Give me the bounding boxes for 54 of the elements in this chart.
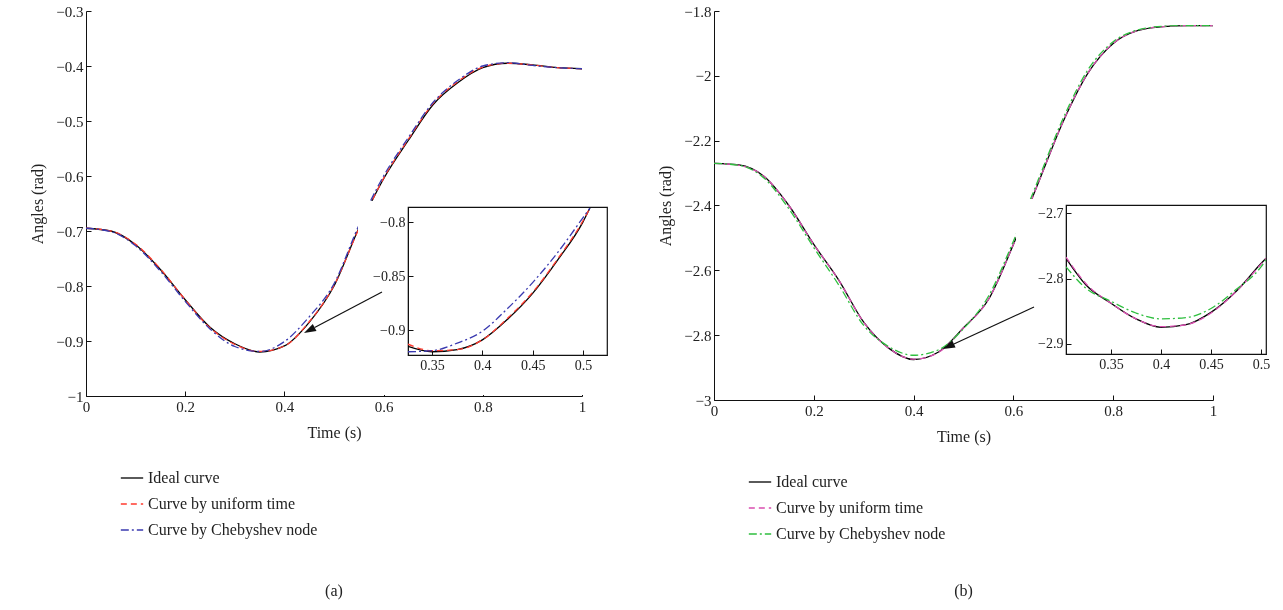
legend-label: Curve by Chebyshev node: [148, 521, 318, 539]
x-tick-label: 0.5: [574, 357, 593, 373]
x-tick-label: 1: [578, 398, 587, 415]
x-tick-label: 0.45: [520, 357, 546, 373]
legend-label: Ideal curve: [148, 469, 220, 486]
y-tick-label: −0.4: [56, 58, 84, 75]
y-axis-title: Angles (rad): [29, 163, 48, 245]
x-tick-label: 0.6: [374, 398, 394, 415]
y-tick-label: −0.7: [56, 223, 84, 240]
y-tick-label: −2.9: [1038, 336, 1064, 352]
x-tick-label: 0.35: [1099, 356, 1124, 372]
y-tick-label: −1.8: [684, 3, 712, 20]
x-tick-label: 0.8: [473, 398, 493, 415]
legend-label: Curve by uniform time: [776, 499, 924, 517]
x-tick-label: 0.45: [1199, 356, 1224, 372]
y-tick-label: −0.3: [56, 3, 84, 20]
y-tick-label: −0.8: [56, 278, 84, 295]
legend-label: Curve by uniform time: [148, 495, 296, 513]
y-axis-title: Angles (rad): [657, 165, 676, 247]
y-tick-label: −2.6: [684, 262, 712, 279]
y-tick-label: −0.8: [380, 214, 406, 230]
y-tick-label: −2.4: [684, 198, 712, 214]
legend-label: Curve by Chebyshev node: [776, 525, 946, 543]
line-series: [86, 62, 582, 353]
x-tick-label: 0.35: [420, 357, 445, 373]
y-tick-label: −1: [67, 388, 84, 405]
y-tick-label: −2.7: [1038, 205, 1064, 221]
y-tick-label: −0.9: [380, 322, 406, 338]
x-tick-label: 0: [82, 398, 91, 415]
text: (a): [325, 582, 343, 600]
x-tick-label: 0.4: [1152, 356, 1171, 372]
y-tick-label: −2.2: [684, 133, 712, 150]
legend-label: Ideal curve: [776, 473, 848, 490]
x-tick-label: 0.2: [804, 402, 824, 419]
x-tick-label: 1: [1209, 402, 1218, 419]
x-tick-label: 0.2: [176, 398, 196, 415]
x-tick-label: 0.4: [904, 402, 924, 419]
y-tick-label: −0.85: [373, 268, 406, 284]
x-tick-label: 0.4: [474, 357, 492, 373]
x-tick-label: 0: [710, 402, 719, 419]
text: (b): [954, 582, 973, 600]
y-tick-label: −3: [695, 392, 712, 409]
y-tick-label: −2.8: [684, 327, 712, 344]
x-tick-label: 0.5: [1252, 356, 1271, 372]
x-tick-label: 0.8: [1104, 402, 1124, 419]
y-tick-label: −0.9: [56, 333, 84, 350]
x-axis-title: Time (s): [936, 427, 992, 446]
y-tick-label: −2: [695, 68, 712, 85]
y-tick-label: −0.6: [56, 168, 84, 185]
x-axis-title: Time (s): [307, 423, 362, 442]
y-tick-label: −0.5: [56, 113, 84, 130]
y-tick-label: −2.8: [1038, 271, 1064, 287]
x-tick-label: 0.6: [1004, 402, 1024, 419]
x-tick-label: 0.4: [275, 398, 295, 415]
